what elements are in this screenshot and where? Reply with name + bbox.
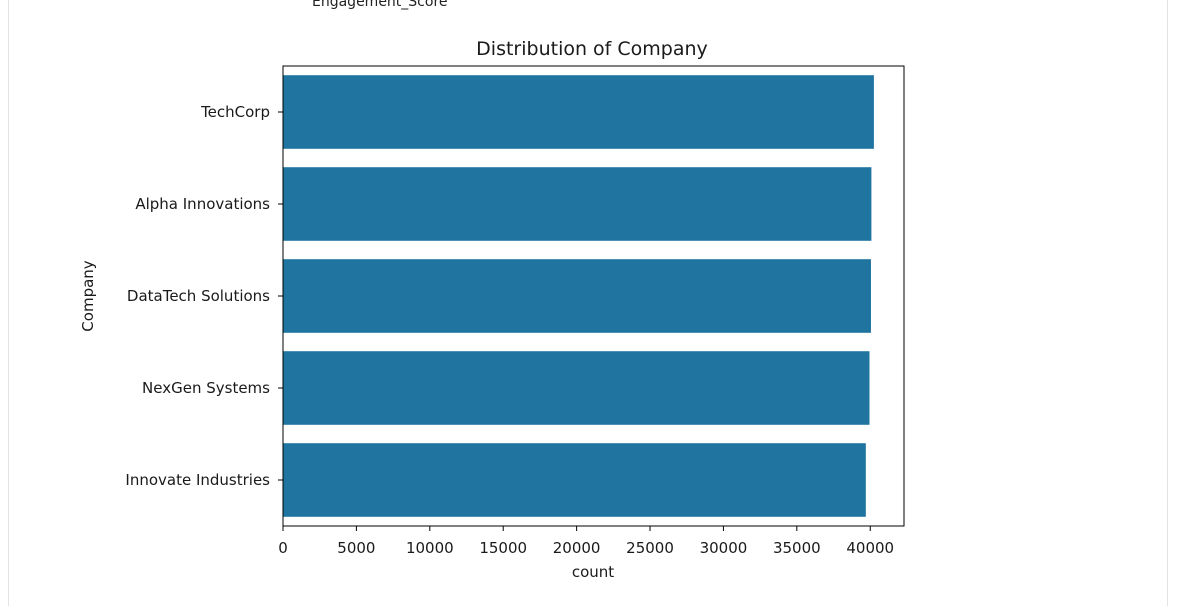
bar-innovate-industries	[283, 443, 866, 517]
chart-title: Distribution of Company	[476, 38, 708, 60]
previous-output-text: Engagement_Score	[312, 0, 448, 10]
bar-nexgen-systems	[283, 351, 870, 425]
x-axis-ticks: 0 5000 10000 15000 20000 25000 30000 35000 40000	[278, 526, 894, 557]
x-tick-label: 15000	[479, 539, 527, 557]
x-tick-label: 30000	[700, 539, 748, 557]
bar-techcorp	[283, 75, 874, 149]
bar-datatech-solutions	[283, 259, 871, 333]
y-axis-label: Company	[79, 260, 97, 331]
x-tick-label: 40000	[846, 539, 894, 557]
x-tick-label: 5000	[337, 539, 375, 557]
x-tick-label: 20000	[553, 539, 601, 557]
x-tick-label: 10000	[406, 539, 454, 557]
y-tick-label: NexGen Systems	[142, 379, 270, 397]
x-tick-label: 0	[278, 539, 288, 557]
y-tick-label: Innovate Industries	[125, 471, 270, 489]
x-tick-label: 35000	[773, 539, 821, 557]
bar-alpha-innovations	[283, 167, 872, 241]
plot-frame	[282, 65, 905, 527]
y-tick-label: Alpha Innovations	[135, 195, 270, 213]
y-axis-ticks: TechCorp Alpha Innovations DataTech Soluti…	[125, 103, 283, 489]
y-tick-label: DataTech Solutions	[127, 287, 270, 305]
x-axis-label: count	[572, 563, 614, 581]
cell-right-border	[1167, 0, 1168, 606]
y-tick-label: TechCorp	[200, 103, 270, 121]
x-tick-label: 25000	[626, 539, 674, 557]
bar-group	[283, 75, 874, 517]
cell-left-border	[8, 0, 9, 606]
